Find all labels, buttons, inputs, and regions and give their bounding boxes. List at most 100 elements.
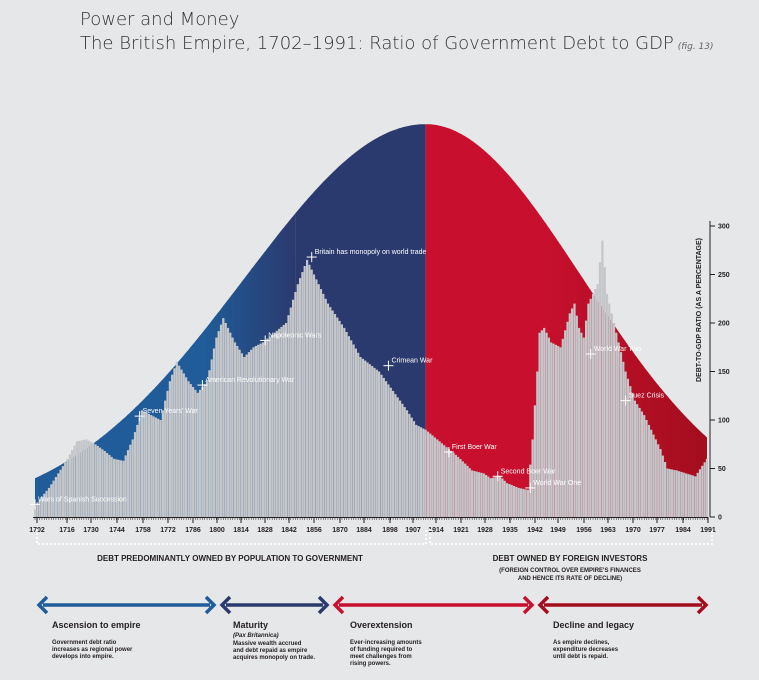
data-bar [350, 340, 353, 517]
data-bar [154, 417, 157, 517]
data-bar [664, 462, 667, 517]
data-bar [601, 240, 604, 517]
phase-arrow-head-right [696, 595, 709, 615]
data-bar [306, 259, 309, 517]
data-bars [33, 240, 709, 518]
data-bar [654, 439, 657, 517]
data-bar [675, 470, 678, 517]
data-bar [429, 433, 432, 517]
data-bar [326, 303, 330, 517]
data-bar [229, 332, 232, 517]
x-tick-label: 1786 [185, 527, 201, 534]
y-tick-label: 300 [718, 224, 730, 231]
data-bar [452, 453, 455, 517]
data-bar [257, 344, 260, 517]
data-bar [538, 332, 541, 517]
data-bar [443, 445, 446, 517]
data-bar [454, 454, 457, 517]
data-bar [287, 315, 290, 517]
data-bar [122, 460, 125, 517]
phase-desc: Massive wealth accrued [233, 641, 302, 647]
x-tick-label: 1758 [135, 527, 151, 534]
data-bar [650, 429, 653, 517]
data-bar [47, 487, 51, 517]
data-bar [515, 486, 518, 517]
x-tick-label: 1730 [83, 527, 99, 534]
data-bar [245, 354, 248, 517]
data-bar [554, 344, 557, 517]
data-bar [573, 303, 576, 517]
data-bar [145, 412, 148, 517]
data-bar [419, 427, 423, 517]
fig-label: (fig. 13) [677, 42, 714, 52]
data-bar [492, 477, 495, 517]
data-bar [345, 332, 348, 517]
data-bar [485, 475, 488, 517]
ownership-bracket [36, 529, 427, 545]
annotations: Wars of Spanish Succession Seven Years' W… [30, 249, 665, 510]
data-bar [440, 443, 443, 517]
titles: Power and Money The British Empire, 1702… [80, 8, 714, 59]
data-bar [645, 420, 648, 517]
data-bar [117, 459, 120, 517]
data-bar [185, 377, 188, 517]
data-bar [173, 368, 176, 517]
data-bar [54, 477, 57, 517]
data-bar [354, 348, 357, 517]
data-bar [396, 397, 399, 517]
data-bar [499, 476, 502, 517]
data-bar [43, 493, 46, 517]
data-bar [691, 475, 695, 517]
annotation-label: First Boer War [452, 444, 498, 451]
data-bar [324, 298, 327, 518]
data-bar [131, 439, 134, 517]
data-bar [375, 369, 378, 517]
data-bar [329, 307, 332, 517]
annotation-label: Wars of Spanish Succession [38, 496, 127, 503]
data-bar [657, 444, 660, 518]
data-bar [540, 330, 543, 517]
phase-label: Ascension to empire [52, 620, 141, 630]
data-bar [343, 327, 346, 518]
data-bar [445, 447, 448, 517]
y-tick-label: 250 [718, 272, 730, 279]
data-bar [92, 443, 95, 517]
data-bar [247, 352, 250, 517]
data-bar [192, 387, 195, 517]
y-tick-label: 0 [718, 515, 722, 522]
data-bar [659, 449, 662, 517]
x-tick-label: 1984 [675, 527, 691, 534]
data-bar [231, 337, 234, 517]
data-bar [496, 476, 499, 517]
data-bar [150, 415, 153, 517]
data-bar [368, 364, 371, 517]
phase-desc: meet challenges from [350, 654, 412, 660]
data-bar [385, 381, 388, 517]
phase-arrow-head-left [219, 595, 232, 615]
data-bar [108, 454, 111, 517]
data-bar [447, 449, 450, 517]
data-bar [45, 490, 48, 517]
data-bar [271, 334, 274, 517]
data-bar [289, 307, 292, 517]
data-bar [133, 432, 137, 517]
data-bar [622, 361, 625, 517]
data-bar [308, 264, 311, 517]
phase-desc: Government debt ratio [52, 640, 117, 646]
data-bar [408, 413, 411, 517]
data-bar [106, 453, 109, 517]
data-bar [171, 374, 174, 517]
data-bar [303, 266, 306, 517]
annotation-label: World War Two [594, 346, 641, 353]
x-tick-label: 1842 [281, 527, 297, 534]
data-bar [610, 313, 613, 517]
data-bar [685, 473, 688, 517]
phase-desc: of funding required to [350, 647, 413, 653]
data-bar [113, 458, 116, 517]
data-bar [143, 411, 146, 517]
data-bar [238, 349, 241, 517]
phase-desc: develops into empire. [52, 654, 114, 660]
data-bar [33, 505, 37, 517]
y-axis-label: DEBT-TO-GDP RATIO (AS A PERCENTAGE) [696, 238, 703, 382]
